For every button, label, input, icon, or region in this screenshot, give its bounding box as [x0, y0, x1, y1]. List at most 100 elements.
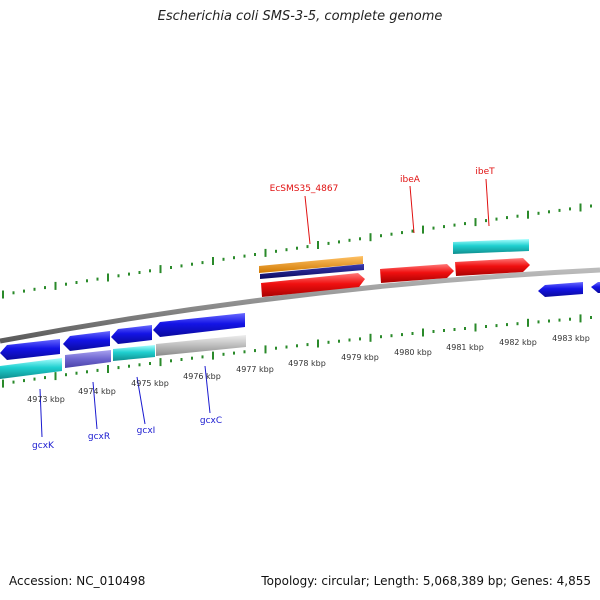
scale-label: 4977 kbp	[236, 365, 274, 374]
gene-label-EcSMS35_4867: EcSMS35_4867	[270, 184, 339, 194]
upper-tick	[23, 289, 25, 293]
lower-tick	[485, 325, 487, 328]
lower-tick	[558, 318, 561, 322]
upper-tick	[12, 291, 15, 295]
lower-tick	[432, 330, 435, 333]
upper-tick	[212, 257, 214, 265]
upper-tick	[107, 273, 109, 282]
upper-tick	[516, 214, 519, 218]
lower-tick	[54, 372, 57, 381]
upper-tick	[569, 207, 571, 211]
gene-EcSMS35_4867-arrow	[261, 273, 365, 297]
upper-tick	[54, 281, 57, 290]
upper-tick	[86, 279, 88, 283]
lower-tick	[264, 345, 267, 354]
lower-tick	[201, 355, 204, 359]
upper-tick	[149, 269, 151, 273]
upper-tick	[474, 218, 477, 227]
lower-gene-track	[0, 282, 600, 379]
scale-label: 4975 kbp	[131, 379, 169, 388]
lower-tick	[170, 359, 172, 363]
scale-label: 4979 kbp	[341, 353, 379, 362]
gene-navy-feature	[260, 264, 364, 279]
upper-tick	[138, 271, 141, 274]
upper-tick	[285, 248, 288, 252]
upper-tick	[411, 229, 414, 233]
lower-tick	[65, 373, 67, 377]
scale-label: 4978 kbp	[288, 359, 326, 368]
lower-tick	[306, 343, 309, 347]
lower-tick	[411, 332, 414, 335]
gene-label-gcxI: gcxI	[137, 426, 156, 436]
genome-backbone	[0, 267, 600, 344]
scale-label: 4974 kbp	[78, 387, 116, 396]
gene-gcxK-cyan-feature	[0, 358, 62, 379]
gene-right-blue-arrow-1	[538, 282, 583, 297]
gene-ibeT-arrow	[455, 258, 530, 276]
lower-tick	[191, 356, 193, 360]
upper-tick	[537, 211, 540, 215]
upper-tick	[44, 286, 46, 290]
lower-tick	[33, 377, 36, 381]
upper-tick	[33, 287, 36, 291]
upper-tick	[243, 254, 246, 258]
lower-tick	[296, 344, 298, 348]
upper-tick	[390, 232, 393, 236]
upper-tick	[306, 245, 309, 249]
upper-tick	[191, 262, 193, 266]
scale-label: 4973 kbp	[27, 395, 65, 404]
lower-tick	[2, 379, 4, 388]
scale-label: 4983 kbp	[552, 334, 590, 343]
lower-tick	[212, 351, 214, 360]
upper-tick	[548, 210, 550, 214]
lower-tick	[422, 328, 424, 337]
upper-tick	[495, 217, 498, 221]
upper-tick	[443, 225, 445, 229]
gene-label-gcxR: gcxR	[88, 432, 110, 442]
gene-label-gcxK: gcxK	[32, 441, 55, 451]
lower-tick	[149, 362, 151, 365]
upper-tick	[159, 265, 162, 274]
scale-label: 4976 kbp	[183, 372, 221, 381]
upper-tick	[464, 222, 466, 226]
upper-tick	[222, 257, 225, 261]
upper-tick	[422, 225, 424, 234]
lower-tick	[537, 320, 540, 324]
upper-tick	[128, 272, 130, 276]
upper-tick	[117, 274, 120, 278]
gene-label-ibeA: ibeA	[400, 175, 421, 185]
gene-blue-arrow-3	[111, 325, 152, 344]
gene-gcxC-arrow	[153, 313, 245, 337]
upper-tick	[296, 246, 298, 250]
lower-tick	[548, 319, 550, 323]
upper-tick	[201, 261, 204, 265]
scale-labels: 4973 kbp 4974 kbp 4975 kbp 4976 kbp 4977…	[27, 334, 590, 404]
lower-tick	[348, 338, 351, 342]
lower-tick	[380, 335, 382, 339]
upper-gene-track	[259, 239, 530, 297]
lower-tick	[117, 366, 120, 370]
upper-tick	[180, 264, 183, 268]
gene-ibeA-arrow	[380, 264, 454, 283]
lower-tick	[338, 339, 340, 343]
upper-scale-ticks	[2, 203, 592, 299]
lower-tick	[327, 340, 330, 344]
lower-tick	[590, 316, 592, 319]
gene-right-blue-arrow-2	[591, 282, 600, 293]
lower-tick	[75, 371, 78, 375]
lower-tick	[527, 318, 529, 327]
lower-tick	[254, 349, 256, 353]
upper-tick	[275, 249, 277, 253]
lower-tick	[495, 324, 498, 328]
lower-tick	[285, 345, 288, 349]
lower-tick	[569, 317, 571, 321]
gene-gcxI-cyan-feature	[113, 345, 155, 361]
gene-orange-feature	[259, 256, 363, 273]
upper-tick	[75, 281, 78, 284]
lower-tick	[138, 363, 141, 367]
upper-tick	[506, 216, 508, 220]
lower-tick	[180, 358, 183, 361]
upper-tick	[485, 219, 487, 223]
upper-tick	[327, 241, 330, 245]
